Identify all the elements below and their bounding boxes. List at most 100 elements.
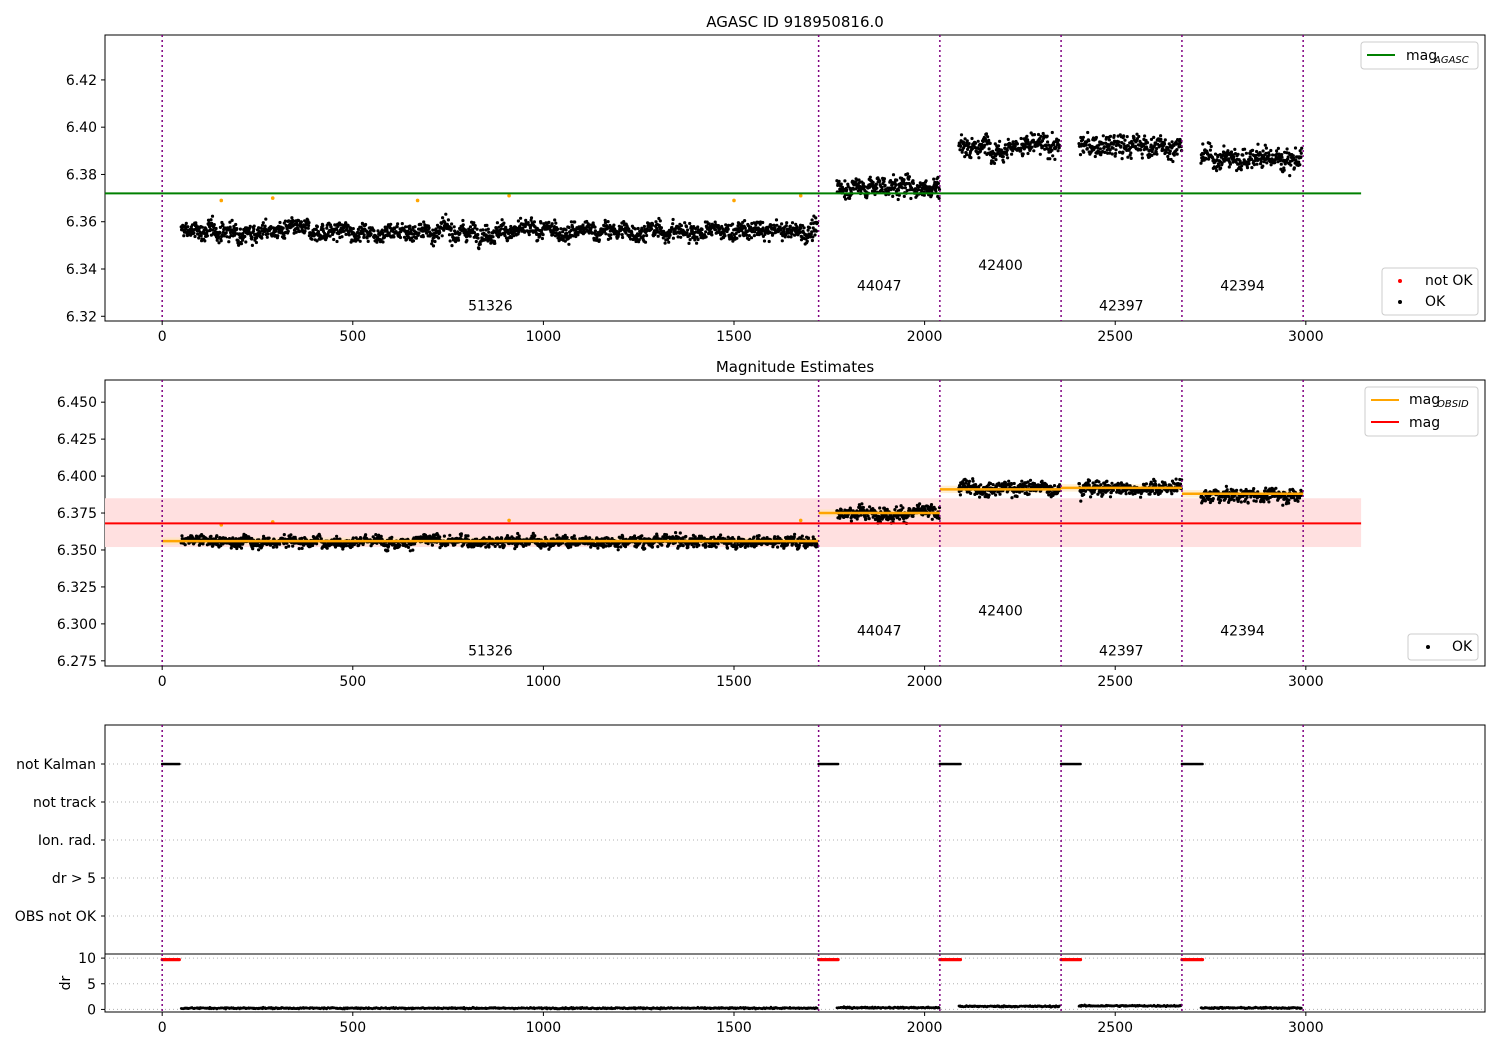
ok-point	[547, 220, 551, 224]
ok-point	[907, 177, 911, 181]
ok-point	[786, 235, 791, 239]
ok-point	[395, 225, 399, 229]
ok-point	[1232, 155, 1236, 159]
ok-point	[180, 534, 184, 538]
ok-point	[651, 223, 655, 227]
ok-point	[398, 543, 402, 547]
ok-point	[1048, 157, 1052, 161]
ok-point	[1117, 140, 1121, 144]
ok-point	[596, 546, 600, 550]
ok-point	[650, 545, 655, 549]
ok-point	[679, 235, 683, 239]
ok-point	[278, 220, 282, 225]
ok-point	[483, 238, 487, 242]
ok-point	[1280, 153, 1284, 157]
ok-point	[260, 236, 264, 240]
ok-point	[487, 230, 491, 234]
ok-point	[962, 141, 966, 145]
ok-point	[193, 234, 197, 239]
ok-point	[697, 543, 701, 547]
ok-point	[366, 239, 370, 243]
ok-point	[1289, 163, 1293, 167]
ok-point	[745, 233, 749, 237]
ok-point	[967, 145, 971, 149]
ok-point	[425, 231, 429, 235]
ok-point	[500, 218, 504, 222]
ok-point	[461, 218, 465, 223]
ok-point	[1170, 140, 1174, 144]
ok-point	[254, 240, 258, 245]
ok-point	[790, 229, 794, 233]
ok-point	[656, 230, 661, 234]
ok-point	[504, 236, 509, 240]
ok-point	[499, 227, 503, 231]
ok-point	[1046, 140, 1050, 144]
ok-point	[297, 547, 301, 551]
ok-point	[347, 233, 351, 237]
ok-point	[364, 222, 368, 227]
ok-point	[1005, 148, 1009, 152]
y-tick-label: 6.42	[66, 73, 97, 89]
ok-point	[895, 178, 899, 182]
ok-point	[413, 225, 417, 229]
ok-point	[299, 220, 303, 224]
ok-point	[749, 225, 753, 229]
ok-point	[875, 186, 879, 190]
ok-point	[891, 517, 896, 521]
ok-point	[400, 222, 404, 226]
ok-point	[331, 232, 335, 236]
ok-point	[1053, 157, 1057, 161]
ok-point	[474, 239, 478, 244]
ok-point	[257, 226, 261, 230]
ok-point	[902, 178, 906, 182]
ok-point	[1273, 161, 1277, 165]
ok-point	[215, 534, 219, 538]
ok-point	[214, 226, 218, 231]
ok-point	[908, 507, 912, 511]
ok-point	[243, 234, 247, 239]
ok-point	[693, 238, 697, 242]
ok-point	[671, 236, 676, 240]
ok-point	[621, 235, 625, 240]
ok-point	[310, 237, 314, 241]
ok-point	[404, 225, 408, 229]
ok-point	[905, 188, 909, 193]
ok-point	[704, 235, 708, 239]
ok-point	[235, 227, 239, 231]
ok-point	[1163, 138, 1167, 142]
ok-point	[437, 236, 441, 240]
ok-point	[1175, 152, 1179, 156]
ok-point	[911, 181, 916, 185]
ok-point	[405, 237, 409, 241]
ok-point	[518, 224, 522, 228]
ok-point	[810, 230, 814, 234]
ok-point	[774, 218, 779, 222]
ok-point	[1299, 151, 1303, 155]
ok-point	[446, 543, 450, 547]
ok-point	[659, 226, 664, 230]
ok-point	[839, 182, 843, 186]
ok-point	[351, 536, 355, 540]
ok-point	[218, 225, 222, 229]
ok-point	[380, 228, 384, 232]
ok-point	[897, 193, 901, 197]
ok-point	[790, 221, 795, 225]
ok-point	[1140, 152, 1144, 156]
y-tick-label: 6.38	[66, 167, 97, 183]
ok-point	[652, 229, 657, 233]
ok-point	[797, 543, 802, 548]
ok-point	[980, 142, 984, 147]
ok-point	[710, 233, 714, 237]
ok-point	[924, 179, 928, 183]
ok-point	[747, 234, 751, 238]
ok-point	[789, 235, 793, 239]
ok-point	[810, 218, 814, 222]
orange-marker	[219, 198, 224, 203]
ok-point	[567, 225, 571, 230]
ok-point	[427, 226, 431, 230]
ok-point	[933, 507, 937, 511]
ok-point	[359, 225, 363, 229]
ok-point	[1229, 150, 1234, 154]
ok-point	[549, 224, 554, 228]
ok-point	[692, 225, 696, 229]
